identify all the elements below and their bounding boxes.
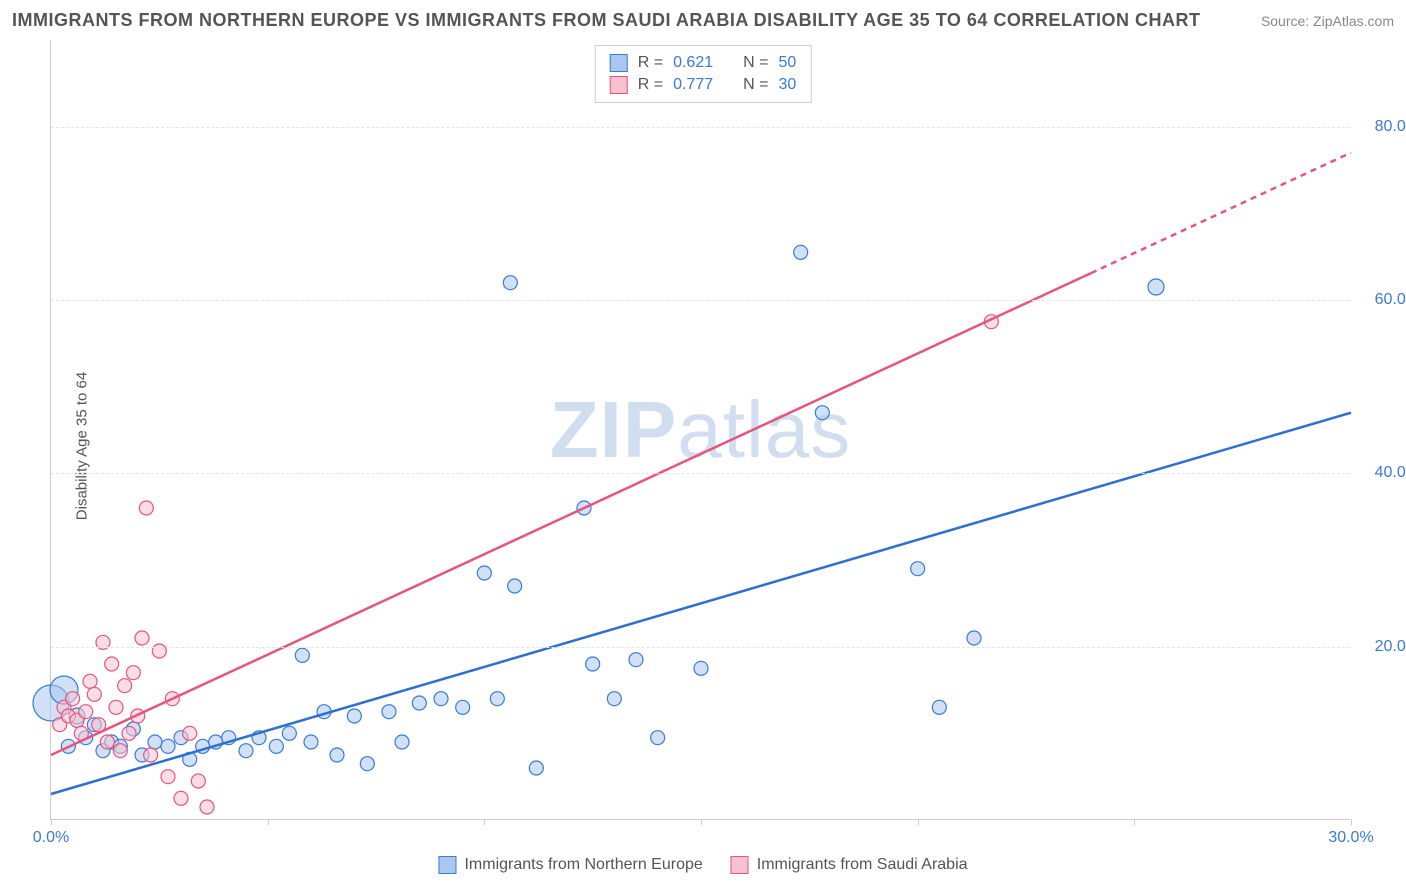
- scatter-point: [118, 679, 132, 693]
- scatter-point: [815, 406, 829, 420]
- scatter-point: [183, 726, 197, 740]
- scatter-point: [503, 276, 517, 290]
- stats-r-value-1: 0.621: [673, 54, 713, 72]
- stats-r-value-2: 0.777: [673, 76, 713, 94]
- scatter-point: [911, 562, 925, 576]
- trend-line: [51, 273, 1091, 755]
- scatter-point: [629, 653, 643, 667]
- stats-n-label-2: N =: [743, 76, 768, 94]
- scatter-point: [330, 748, 344, 762]
- scatter-point: [139, 501, 153, 515]
- scatter-point: [113, 744, 127, 758]
- scatter-point: [144, 748, 158, 762]
- x-tick-label: 0.0%: [33, 829, 69, 847]
- scatter-point: [395, 735, 409, 749]
- gridline: [51, 300, 1350, 301]
- y-tick-label: 20.0%: [1375, 638, 1406, 656]
- scatter-point: [490, 692, 504, 706]
- scatter-point: [161, 739, 175, 753]
- scatter-point: [135, 631, 149, 645]
- scatter-point: [304, 735, 318, 749]
- stats-n-value-2: 30: [778, 76, 796, 94]
- trend-line-dashed: [1091, 153, 1351, 273]
- x-tick-mark: [1134, 819, 1135, 825]
- stats-n-value-1: 50: [778, 54, 796, 72]
- legend-swatch-2: [731, 856, 749, 874]
- chart-svg: [51, 40, 1350, 819]
- scatter-point: [79, 705, 93, 719]
- scatter-point: [83, 674, 97, 688]
- scatter-point: [508, 579, 522, 593]
- scatter-point: [412, 696, 426, 710]
- scatter-point: [282, 726, 296, 740]
- x-tick-mark: [51, 819, 52, 825]
- scatter-point: [105, 657, 119, 671]
- y-tick-label: 40.0%: [1375, 464, 1406, 482]
- gridline: [51, 127, 1350, 128]
- x-tick-mark: [701, 819, 702, 825]
- stats-swatch-2: [610, 76, 628, 94]
- legend-label-1: Immigrants from Northern Europe: [464, 856, 702, 873]
- source-label: Source: ZipAtlas.com: [1261, 13, 1394, 29]
- scatter-point: [529, 761, 543, 775]
- chart-title: IMMIGRANTS FROM NORTHERN EUROPE VS IMMIG…: [12, 10, 1201, 31]
- scatter-point: [434, 692, 448, 706]
- scatter-point: [109, 700, 123, 714]
- scatter-point: [161, 770, 175, 784]
- x-tick-mark: [1351, 819, 1352, 825]
- scatter-point: [694, 661, 708, 675]
- scatter-point: [360, 757, 374, 771]
- scatter-point: [295, 648, 309, 662]
- y-tick-label: 60.0%: [1375, 291, 1406, 309]
- legend-item-1: Immigrants from Northern Europe: [438, 856, 702, 874]
- stats-r-label-1: R =: [638, 54, 663, 72]
- scatter-point: [967, 631, 981, 645]
- stats-row-1: R = 0.621 N = 50: [610, 52, 797, 74]
- scatter-point: [87, 687, 101, 701]
- scatter-point: [66, 692, 80, 706]
- scatter-point: [456, 700, 470, 714]
- scatter-point: [347, 709, 361, 723]
- scatter-point: [148, 735, 162, 749]
- scatter-point: [651, 731, 665, 745]
- gridline: [51, 647, 1350, 648]
- stats-row-2: R = 0.777 N = 30: [610, 74, 797, 96]
- x-tick-mark: [918, 819, 919, 825]
- stats-swatch-1: [610, 54, 628, 72]
- scatter-point: [100, 735, 114, 749]
- scatter-point: [586, 657, 600, 671]
- legend-bottom: Immigrants from Northern Europe Immigran…: [438, 856, 967, 874]
- scatter-point: [607, 692, 621, 706]
- trend-line: [51, 413, 1351, 794]
- x-tick-mark: [268, 819, 269, 825]
- scatter-point: [239, 744, 253, 758]
- scatter-point: [269, 739, 283, 753]
- scatter-point: [191, 774, 205, 788]
- scatter-point: [1148, 279, 1164, 295]
- scatter-point: [382, 705, 396, 719]
- scatter-point: [200, 800, 214, 814]
- stats-legend-box: R = 0.621 N = 50 R = 0.777 N = 30: [595, 45, 812, 103]
- scatter-point: [174, 791, 188, 805]
- scatter-point: [932, 700, 946, 714]
- y-tick-label: 80.0%: [1375, 118, 1406, 136]
- legend-label-2: Immigrants from Saudi Arabia: [757, 856, 968, 873]
- plot-area: ZIPatlas 20.0%40.0%60.0%80.0%0.0%30.0%: [50, 40, 1350, 820]
- legend-item-2: Immigrants from Saudi Arabia: [731, 856, 968, 874]
- x-tick-label: 30.0%: [1328, 829, 1373, 847]
- stats-n-label-1: N =: [743, 54, 768, 72]
- legend-swatch-1: [438, 856, 456, 874]
- scatter-point: [122, 726, 136, 740]
- x-tick-mark: [484, 819, 485, 825]
- gridline: [51, 473, 1350, 474]
- scatter-point: [794, 245, 808, 259]
- scatter-point: [126, 666, 140, 680]
- stats-r-label-2: R =: [638, 76, 663, 94]
- scatter-point: [477, 566, 491, 580]
